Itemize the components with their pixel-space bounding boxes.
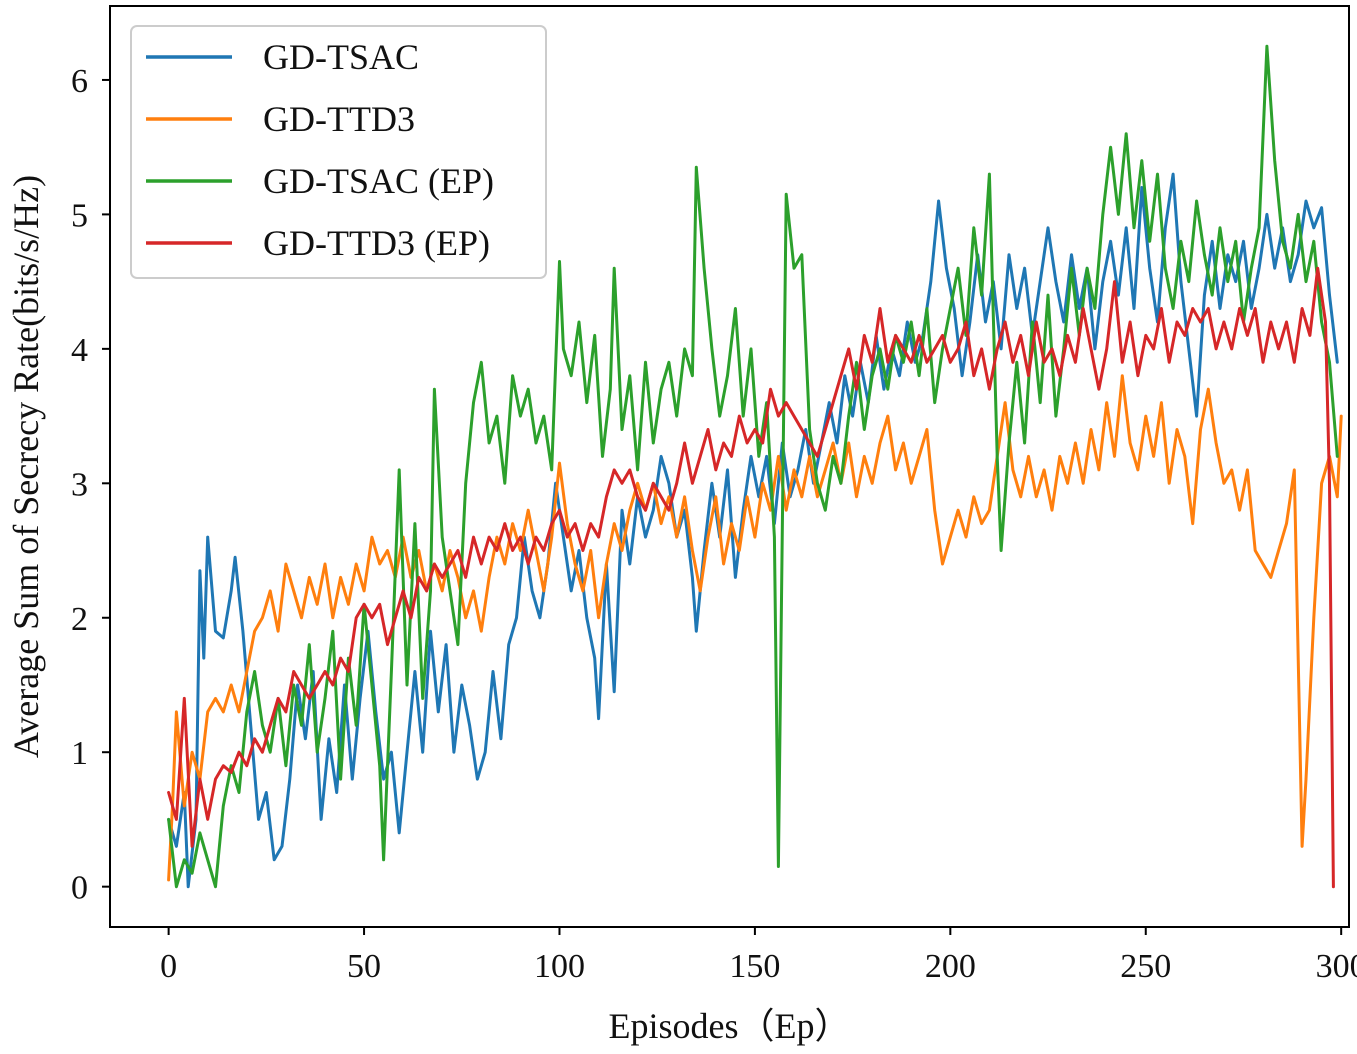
legend-label: GD-TSAC	[263, 37, 419, 77]
y-tick-label: 1	[71, 735, 88, 772]
x-tick-label: 250	[1120, 948, 1171, 985]
x-tick-label: 0	[160, 948, 177, 985]
y-tick-label: 5	[71, 197, 88, 234]
y-tick-label: 4	[71, 332, 88, 369]
y-tick-label: 2	[71, 601, 88, 638]
y-tick-label: 3	[71, 466, 88, 503]
y-tick-label: 6	[71, 63, 88, 100]
legend-frame	[130, 25, 547, 279]
plot-frame	[109, 5, 1350, 928]
legend: GD-TSAC GD-TTD3 GD-TSAC (EP) GD-TTD3 (EP)	[130, 25, 547, 279]
axes: 0 50 100 150 200 250 300 0 1 2 3 4 5 6	[71, 5, 1357, 985]
legend-label: GD-TTD3	[263, 99, 415, 139]
y-tick-label: 0	[71, 870, 88, 907]
x-tick-label: 100	[534, 948, 585, 985]
legend-label: GD-TTD3 (EP)	[263, 223, 490, 263]
series-line-2	[167, 44, 1339, 889]
x-tick-label: 200	[925, 948, 976, 985]
x-axis-title: Episodes（Ep）	[609, 1006, 851, 1046]
x-tick-label: 300	[1316, 948, 1357, 985]
y-axis-title: Average Sum of Secrecy Rate(bits/s/Hz)	[6, 175, 46, 758]
series-line-1	[167, 374, 1343, 882]
x-tick-label: 150	[729, 948, 780, 985]
plot-area	[167, 44, 1343, 889]
series-line-3	[167, 266, 1335, 889]
x-tick-label: 50	[347, 948, 381, 985]
legend-label: GD-TSAC (EP)	[263, 161, 494, 201]
